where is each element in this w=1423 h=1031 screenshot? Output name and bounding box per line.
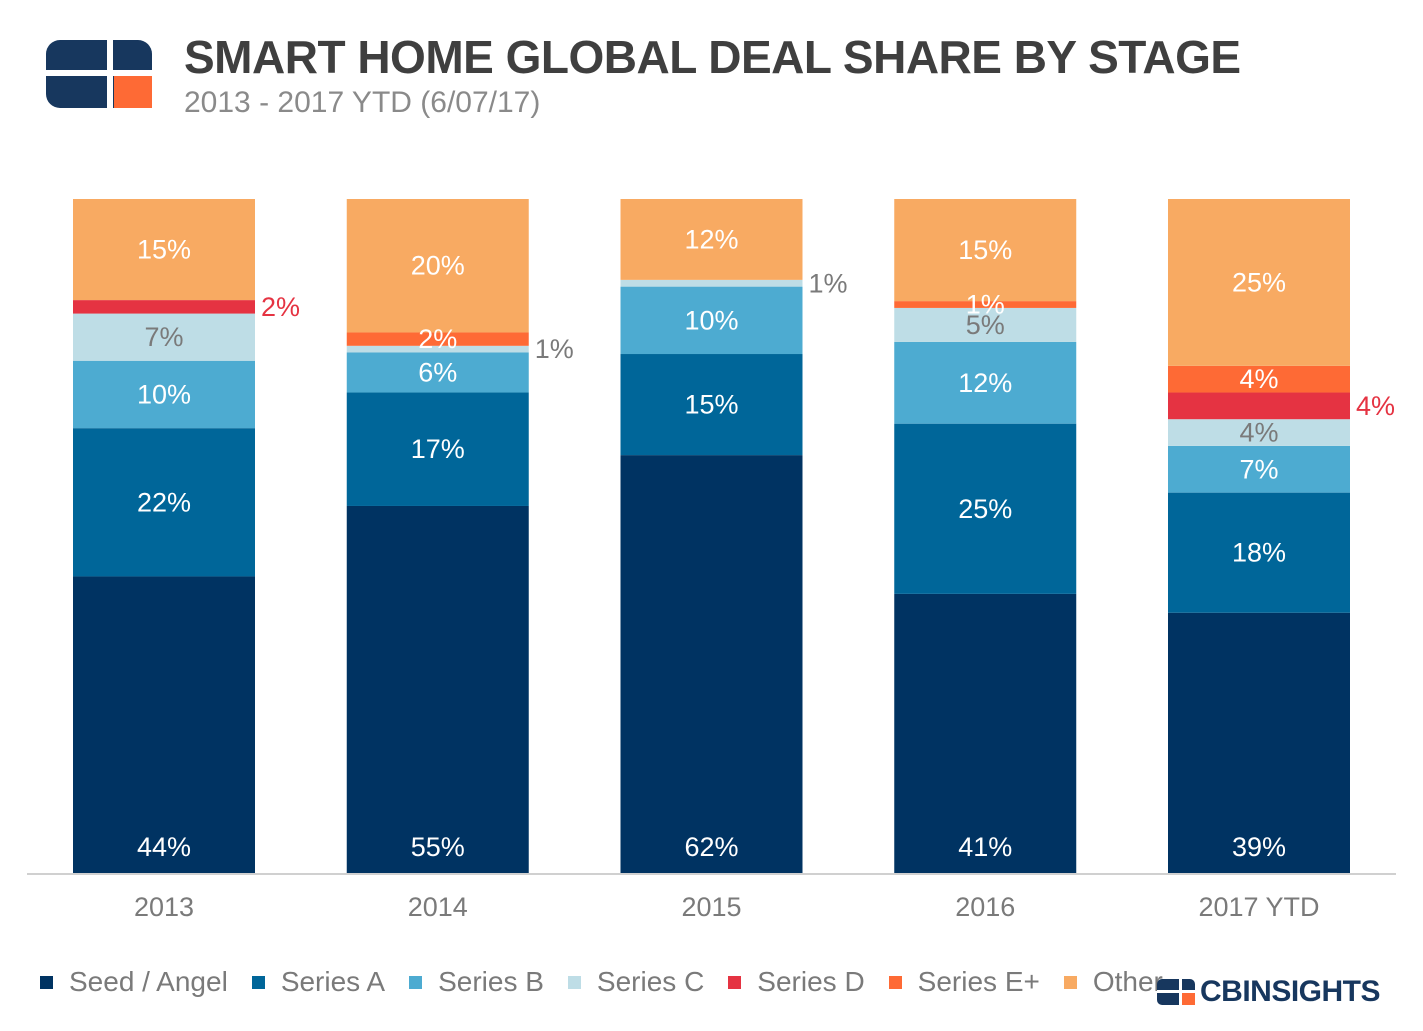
legend-swatch-series-d <box>728 975 742 989</box>
bar-segment-series-c-2014 <box>346 345 529 353</box>
data-label-series-d-2017-ytd: 4% <box>1356 391 1395 421</box>
bar-segment-series-b-2014 <box>346 352 529 393</box>
data-label-seed-angel-2014: 55% <box>411 832 465 862</box>
x-tick-label-2016: 2016 <box>955 892 1015 922</box>
bar-segment-series-a-2015 <box>620 354 803 456</box>
legend-label-series-d: Series D <box>757 966 865 997</box>
legend-label-series-c: Series C <box>596 966 705 997</box>
bar-segment-series-c-2015 <box>620 279 803 287</box>
data-label-series-a-2015: 15% <box>684 390 738 420</box>
cb-insights-logo-icon <box>46 40 152 108</box>
legend-swatch-series-a <box>251 975 265 989</box>
legend-swatch-series-b <box>409 975 423 989</box>
bar-segment-series-a-2017-ytd <box>1168 492 1350 613</box>
bar-segment-series-a-2013 <box>73 428 255 577</box>
data-label-series-b-2016: 12% <box>958 368 1012 398</box>
data-label-series-e-2016: 1% <box>966 290 1005 320</box>
bar-segment-series-b-2013 <box>73 360 255 429</box>
legend-swatch-other <box>1063 975 1077 989</box>
legend-item-series-a: Series A <box>251 966 386 998</box>
data-label-series-c-2014: 1% <box>535 334 574 364</box>
data-label-seed-angel-2017-ytd: 39% <box>1232 832 1286 862</box>
legend-label-series-b: Series B <box>438 966 544 997</box>
bar-segment-series-d-2013 <box>73 300 255 314</box>
x-tick-label-2015: 2015 <box>681 892 741 922</box>
data-label-other-2017-ytd: 25% <box>1232 267 1286 297</box>
bar-segment-series-d-2017-ytd <box>1168 392 1350 420</box>
legend-label-seed-angel: Seed / Angel <box>69 966 228 997</box>
bar-segment-other-2014 <box>346 199 529 333</box>
legend-swatch-series-e <box>888 975 902 989</box>
data-label-series-b-2015: 10% <box>684 305 738 335</box>
brand-text: CBINSIGHTS <box>1200 975 1381 1008</box>
legend-item-other: Other <box>1063 966 1163 998</box>
bar-segment-seed-angel-2014 <box>346 505 529 873</box>
data-label-series-c-2016: 5% <box>966 310 1005 340</box>
data-label-other-2014: 20% <box>411 251 465 281</box>
bar-segment-other-2017-ytd <box>1168 199 1350 366</box>
bar-segment-seed-angel-2015 <box>620 455 803 873</box>
cb-insights-wordmark-icon <box>1157 979 1195 1005</box>
bar-segment-series-a-2014 <box>346 392 529 506</box>
chart-title: SMART HOME GLOBAL DEAL SHARE BY STAGE <box>184 31 1241 83</box>
data-label-series-a-2014: 17% <box>411 434 465 464</box>
bar-segment-series-c-2016 <box>894 307 1077 342</box>
bar-segment-series-e-2016 <box>894 301 1077 308</box>
bar-segment-series-e-2014 <box>346 332 529 346</box>
legend-item-series-b: Series B <box>409 966 544 998</box>
data-label-series-a-2013: 22% <box>137 487 191 517</box>
data-label-series-a-2016: 25% <box>958 494 1012 524</box>
bar-segment-seed-angel-2017-ytd <box>1168 612 1350 873</box>
data-label-seed-angel-2015: 62% <box>684 832 738 862</box>
brand-wordmark: CBINSIGHTS <box>1157 975 1381 1009</box>
data-label-other-2013: 15% <box>137 235 191 265</box>
legend-swatch-series-c <box>567 975 581 989</box>
legend-label-other: Other <box>1092 966 1163 997</box>
data-label-other-2016: 15% <box>958 235 1012 265</box>
x-tick-label-2014: 2014 <box>408 892 468 922</box>
data-label-series-c-2013: 7% <box>144 322 183 352</box>
data-label-series-c-2017-ytd: 4% <box>1239 418 1278 448</box>
x-tick-label-2013: 2013 <box>134 892 194 922</box>
chart-legend: Seed / Angel Series A Series B Series C Seri… <box>40 966 1187 998</box>
data-label-seed-angel-2016: 41% <box>958 832 1012 862</box>
data-label-series-e-2014: 2% <box>418 324 457 354</box>
data-label-series-c-2015: 1% <box>809 268 848 298</box>
legend-label-series-e: Series E+ <box>917 966 1040 997</box>
bar-segment-series-b-2017-ytd <box>1168 445 1350 493</box>
bar-segment-series-c-2017-ytd <box>1168 419 1350 446</box>
bar-segment-series-c-2013 <box>73 313 255 361</box>
bar-segment-seed-angel-2013 <box>73 576 255 873</box>
data-label-series-d-2013: 2% <box>261 292 300 322</box>
legend-swatch-seed-angel <box>40 975 53 989</box>
chart-subtitle: 2013 - 2017 YTD (6/07/17) <box>184 86 541 119</box>
x-tick-label-2017-ytd: 2017 YTD <box>1198 892 1319 922</box>
bar-segment-other-2015 <box>620 199 803 280</box>
bar-segment-other-2013 <box>73 199 255 301</box>
stacked-bar-chart: 44% 22% 10% 7% 2% 15% 2013 55% 17% 6% 1% 2% 20% 2014 6… <box>27 199 1396 922</box>
data-label-other-2015: 12% <box>684 224 738 254</box>
legend-item-seed-angel: Seed / Angel <box>40 966 228 998</box>
data-label-series-b-2014: 6% <box>418 358 457 388</box>
data-label-seed-angel-2013: 44% <box>137 832 191 862</box>
bar-segment-series-e-2017-ytd <box>1168 365 1350 393</box>
bar-segment-seed-angel-2016 <box>894 593 1077 873</box>
bar-segment-series-a-2016 <box>894 423 1077 594</box>
legend-item-series-d: Series D <box>728 966 865 998</box>
data-label-series-b-2017-ytd: 7% <box>1239 454 1278 484</box>
legend-item-series-e: Series E+ <box>888 966 1040 998</box>
bar-segment-other-2016 <box>894 199 1077 302</box>
data-label-series-e-2017-ytd: 4% <box>1239 364 1278 394</box>
bar-segment-series-b-2016 <box>894 341 1077 424</box>
bar-segment-series-b-2015 <box>620 286 803 355</box>
legend-label-series-a: Series A <box>280 966 386 997</box>
legend-item-series-c: Series C <box>567 966 705 998</box>
data-label-series-a-2017-ytd: 18% <box>1232 538 1286 568</box>
data-label-series-b-2013: 10% <box>137 379 191 409</box>
